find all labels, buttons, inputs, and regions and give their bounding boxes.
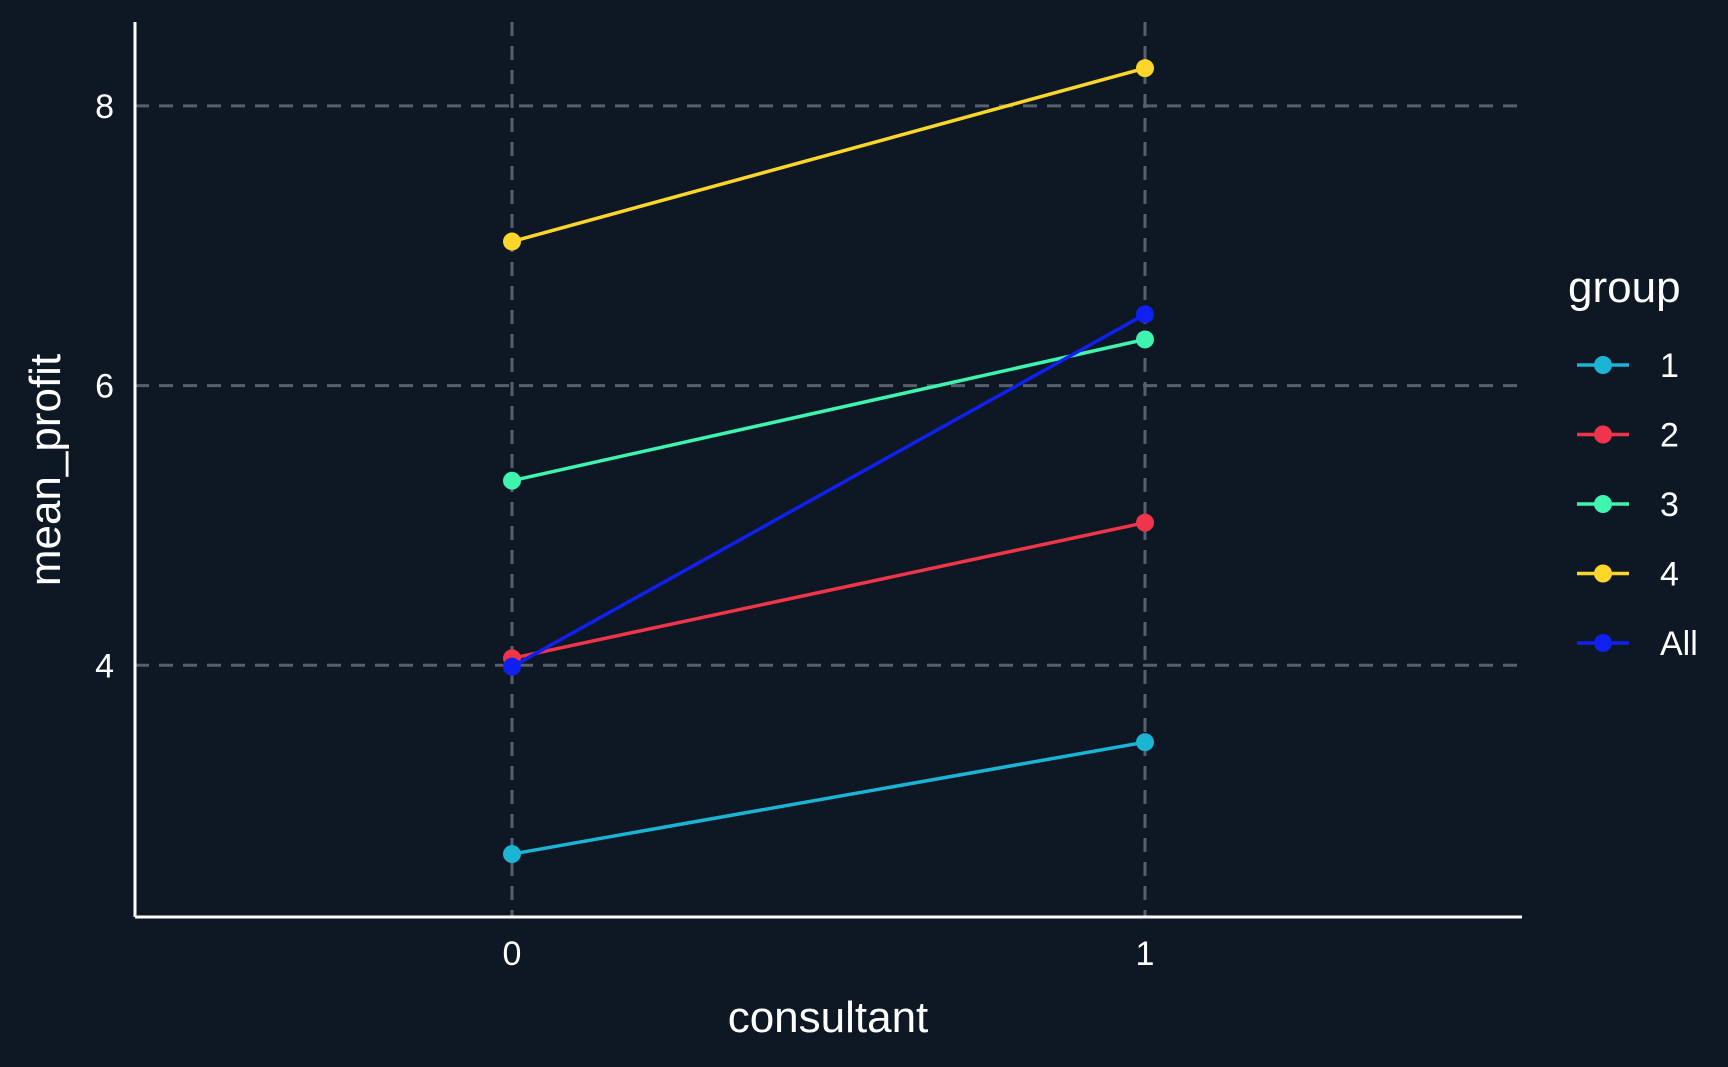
legend-label: 4 [1660, 556, 1679, 594]
series-3 [503, 59, 1154, 251]
data-point [1136, 330, 1154, 349]
y-tick-label: 6 [95, 368, 114, 406]
legend-key-point [1594, 356, 1612, 374]
data-point [503, 232, 521, 251]
series-line [511, 312, 1146, 669]
data-point [503, 471, 521, 490]
series-4 [503, 305, 1154, 676]
series-line [511, 520, 1146, 661]
data-point [503, 845, 521, 864]
legend-key-point [1594, 495, 1612, 513]
x-axis-title: consultant [728, 993, 929, 1042]
x-tick-label: 1 [1136, 935, 1155, 973]
legend: group 1 2 3 4 All [1568, 263, 1698, 663]
series-line [511, 740, 1146, 856]
legend-item-2: 3 [1577, 486, 1679, 524]
series-1 [503, 513, 1154, 668]
legend-label: 1 [1660, 347, 1679, 385]
series-0 [503, 733, 1154, 864]
legend-item-3: 4 [1577, 556, 1679, 594]
y-axis-title: mean_profit [21, 354, 70, 586]
legend-label: All [1660, 625, 1698, 663]
legend-key-point [1594, 564, 1612, 583]
y-tick-labels: 4 6 8 [95, 88, 114, 685]
data-point [503, 657, 521, 676]
legend-item-0: 1 [1577, 347, 1679, 385]
series [503, 59, 1154, 864]
data-point [1136, 59, 1154, 78]
legend-item-1: 2 [1577, 417, 1679, 455]
data-point [1136, 513, 1154, 532]
legend-key-point [1594, 425, 1612, 444]
x-tick-label: 0 [503, 935, 522, 973]
legend-label: 3 [1660, 486, 1679, 524]
y-tick-label: 8 [95, 88, 114, 126]
legend-title: group [1568, 263, 1681, 312]
legend-label: 2 [1660, 417, 1679, 455]
series-line [511, 66, 1146, 244]
legend-item-4: All [1577, 625, 1698, 663]
data-point [1136, 305, 1154, 324]
data-point [1136, 733, 1154, 752]
series-line [511, 337, 1146, 483]
legend-key-point [1594, 634, 1612, 652]
y-tick-label: 4 [95, 647, 114, 685]
grid-lines [135, 22, 1522, 917]
series-2 [503, 330, 1154, 490]
